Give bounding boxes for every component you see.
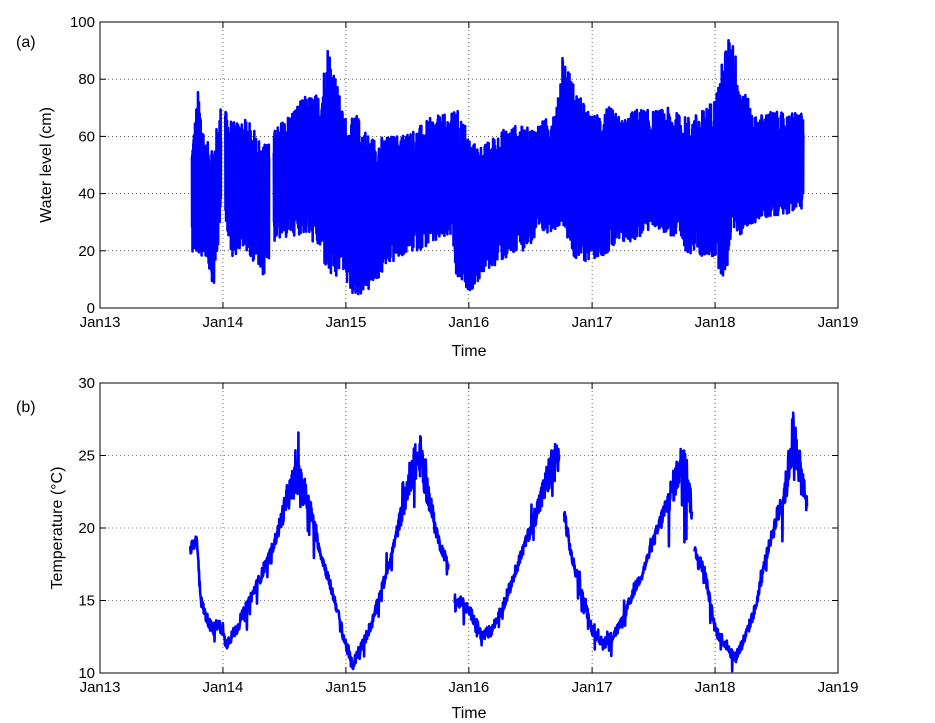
water-level-x-ticks: Jan13 Jan14 Jan15 Jan16 Jan17 Jan18 Jan19 — [80, 22, 859, 331]
temperature-x-axis-label: Time — [452, 705, 487, 722]
x-tick-label: Jan13 — [80, 314, 121, 331]
water-level-y-axis-label: Water level (cm) — [38, 107, 55, 223]
x-tick-label: Jan16 — [448, 679, 489, 696]
temperature-series — [189, 411, 809, 673]
water-level-line — [190, 91, 223, 284]
y-tick-label: 20 — [78, 520, 95, 537]
temperature-line-segment — [453, 442, 561, 647]
panel-label-b: (b) — [16, 399, 36, 416]
x-tick-label: Jan19 — [818, 314, 859, 331]
y-tick-label: 0 — [87, 300, 95, 317]
y-tick-label: 15 — [78, 593, 95, 610]
water-level-x-axis-label: Time — [452, 343, 487, 360]
temperature-x-ticks: Jan13 Jan14 Jan15 Jan16 Jan17 Jan18 Jan19 — [80, 383, 859, 696]
y-tick-label: 60 — [78, 128, 95, 145]
x-tick-label: Jan16 — [448, 314, 489, 331]
y-tick-label: 40 — [78, 186, 95, 203]
x-tick-label: Jan18 — [695, 679, 736, 696]
x-tick-label: Jan19 — [818, 679, 859, 696]
panel-label-a: (a) — [16, 34, 36, 51]
y-tick-label: 80 — [78, 71, 95, 88]
water-level-series — [190, 38, 805, 296]
water-level-line — [272, 38, 805, 296]
temperature-grid — [100, 383, 838, 673]
water-level-y-ticks: 0 20 40 60 80 100 — [70, 14, 838, 317]
y-tick-label: 10 — [78, 665, 95, 682]
x-tick-label: Jan15 — [325, 314, 366, 331]
temperature-y-axis-label: Temperature (°C) — [49, 467, 66, 590]
x-tick-label: Jan17 — [572, 679, 613, 696]
temperature-line-segment — [693, 411, 809, 673]
x-tick-label: Jan13 — [80, 679, 121, 696]
x-tick-label: Jan17 — [572, 314, 613, 331]
x-tick-label: Jan14 — [203, 314, 244, 331]
y-tick-label: 20 — [78, 243, 95, 260]
water-level-line — [224, 110, 271, 276]
temperature-line-segment — [562, 447, 694, 658]
water-level-panel: (a) Jan13 Jan14 Jan15 Jan16 Jan17 Jan18 Jan19 … — [16, 14, 858, 360]
y-tick-label: 30 — [78, 375, 95, 392]
temperature-panel: (b) Jan13 Jan14 Jan15 Jan16 Jan17 Jan18 Jan19 … — [16, 375, 858, 722]
temperature-line-segment — [189, 431, 450, 671]
temperature-y-ticks: 10 15 20 25 30 — [78, 375, 838, 682]
x-tick-label: Jan14 — [203, 679, 244, 696]
y-tick-label: 25 — [78, 448, 95, 465]
x-tick-label: Jan15 — [325, 679, 366, 696]
x-tick-label: Jan18 — [695, 314, 736, 331]
y-tick-label: 100 — [70, 14, 95, 31]
